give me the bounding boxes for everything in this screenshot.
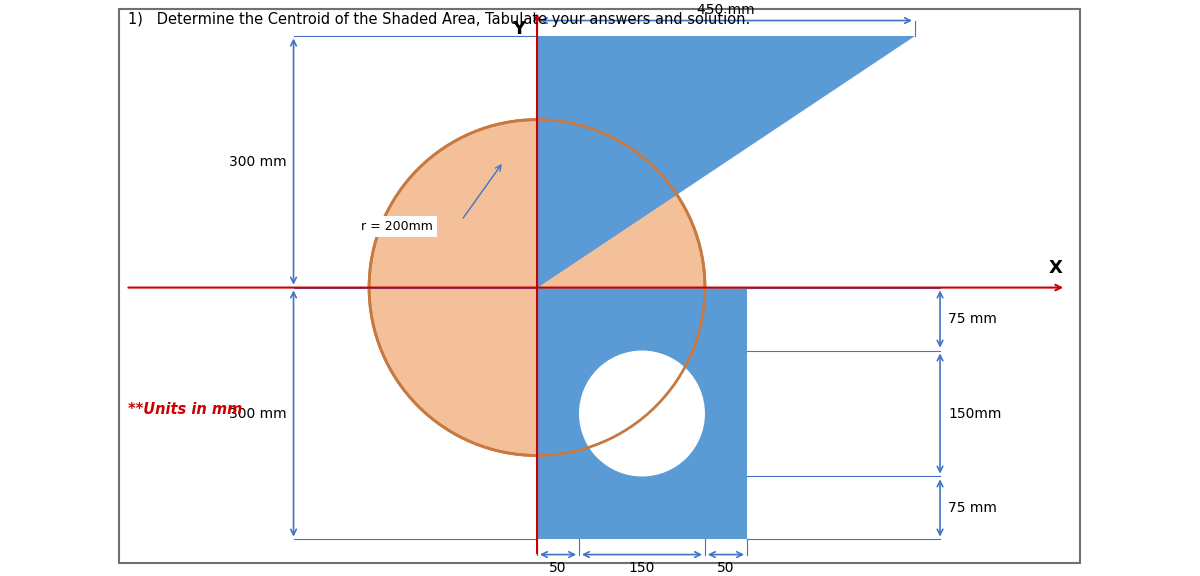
Text: Y: Y [512,20,526,38]
Text: X: X [1049,260,1063,278]
Text: 300 mm: 300 mm [229,154,287,169]
Text: 75 mm: 75 mm [948,501,997,514]
Bar [538,287,746,540]
Text: 75 mm: 75 mm [948,312,997,325]
Text: 50: 50 [550,561,566,575]
FancyBboxPatch shape [119,9,1080,563]
Text: 1)   Determine the Centroid of the Shaded Area, Tabulate your answers and soluti: 1) Determine the Centroid of the Shaded … [128,12,750,27]
Text: 150: 150 [629,561,655,575]
Circle shape [370,120,704,456]
Polygon shape [538,36,914,287]
Text: 300 mm: 300 mm [229,407,287,420]
Text: r = 200mm: r = 200mm [361,220,432,233]
Text: 150mm: 150mm [948,407,1002,420]
Text: 50: 50 [718,561,734,575]
Text: 450 mm: 450 mm [697,3,755,17]
Text: **Units in mm: **Units in mm [128,402,242,417]
Circle shape [580,351,704,476]
